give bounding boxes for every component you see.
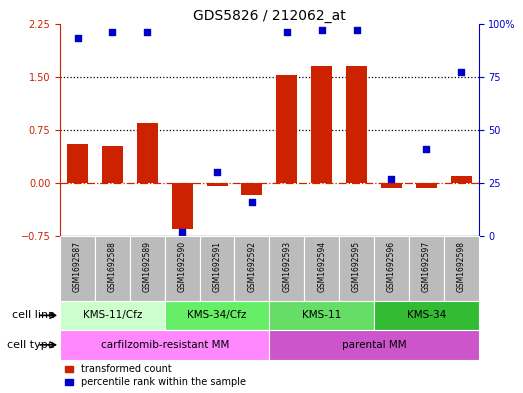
Text: cell line: cell line [12,310,55,320]
Point [282,29,291,35]
Point [108,29,117,35]
Point [353,27,361,33]
Bar [346,66,367,183]
Text: GSM1692596: GSM1692596 [387,241,396,292]
Point [178,228,186,235]
Bar [60,236,95,301]
Text: GSM1692597: GSM1692597 [422,241,431,292]
Bar [234,236,269,301]
Bar [165,236,200,301]
Bar [381,183,402,188]
Bar [60,301,165,330]
Text: GSM1692587: GSM1692587 [73,241,82,292]
Bar [137,123,158,183]
Point [73,35,82,42]
Bar [451,176,472,183]
Bar [67,144,88,183]
Bar [130,236,165,301]
Text: GSM1692590: GSM1692590 [178,241,187,292]
Text: GSM1692594: GSM1692594 [317,241,326,292]
Bar [444,236,479,301]
Legend: transformed count, percentile rank within the sample: transformed count, percentile rank withi… [65,364,246,387]
Text: KMS-11: KMS-11 [302,310,342,320]
Point [143,29,152,35]
Bar [339,236,374,301]
Text: parental MM: parental MM [342,340,406,350]
Point [248,199,256,205]
Bar [269,301,374,330]
Bar [207,183,228,186]
Text: GSM1692598: GSM1692598 [457,241,465,292]
Text: KMS-11/Cfz: KMS-11/Cfz [83,310,142,320]
Bar [60,330,269,360]
Text: KMS-34: KMS-34 [406,310,446,320]
Bar [95,236,130,301]
Bar [102,146,123,183]
Bar [374,301,479,330]
Bar [416,183,437,188]
Point [457,69,465,75]
Bar [269,330,479,360]
Text: GSM1692592: GSM1692592 [247,241,256,292]
Point [387,175,395,182]
Title: GDS5826 / 212062_at: GDS5826 / 212062_at [193,9,346,22]
Point [213,169,221,175]
Text: cell type: cell type [7,340,55,350]
Bar [374,236,409,301]
Bar [311,66,332,183]
Text: GSM1692591: GSM1692591 [212,241,222,292]
Bar [172,183,192,229]
Bar [276,75,297,183]
Bar [304,236,339,301]
Bar [409,236,444,301]
Bar [165,301,269,330]
Text: GSM1692589: GSM1692589 [143,241,152,292]
Text: carfilzomib-resistant MM: carfilzomib-resistant MM [100,340,229,350]
Bar [200,236,234,301]
Text: GSM1692588: GSM1692588 [108,241,117,292]
Point [422,146,430,152]
Text: GSM1692595: GSM1692595 [352,241,361,292]
Text: GSM1692593: GSM1692593 [282,241,291,292]
Text: KMS-34/Cfz: KMS-34/Cfz [187,310,247,320]
Bar [269,236,304,301]
Point [317,27,326,33]
Bar [242,183,263,195]
